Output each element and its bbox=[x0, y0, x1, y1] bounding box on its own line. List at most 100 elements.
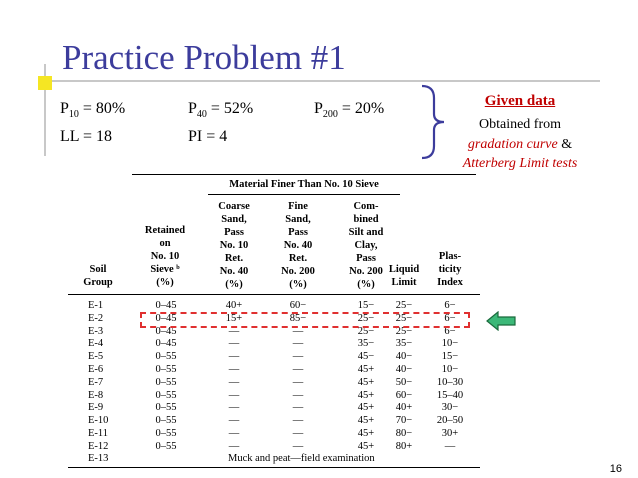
cell-fine-sand: — bbox=[292, 389, 304, 401]
cell-coarse-sand: — bbox=[228, 389, 240, 401]
cell-liquid-limit: 40− bbox=[395, 364, 413, 375]
cell-plasticity-index: 20–50 bbox=[436, 415, 464, 427]
cell-retained: 0–45 bbox=[155, 325, 177, 337]
cell-retained: 0–55 bbox=[155, 428, 177, 439]
cell-coarse-sand: — bbox=[228, 402, 240, 414]
cell-coarse-sand: — bbox=[228, 338, 240, 350]
cell-liquid-limit: 35− bbox=[395, 338, 413, 350]
cell-liquid-limit: 40+ bbox=[395, 402, 413, 414]
header-fine-sand: Fine Sand, Pass No. 40 Ret. No. 200 (%) bbox=[281, 201, 315, 290]
decorative-yellow-square bbox=[38, 76, 52, 90]
cell-coarse-sand: — bbox=[228, 351, 240, 363]
cell-retained: 0–45 bbox=[155, 312, 177, 324]
param-ll: LL = 18 bbox=[60, 128, 112, 145]
cell-soil-group: E-9 bbox=[88, 402, 104, 414]
row-e13-text: Muck and peat—field examination bbox=[228, 453, 375, 464]
cell-soil-group: E-6 bbox=[88, 364, 104, 375]
cell-plasticity-index: 15− bbox=[441, 351, 459, 363]
cell-retained: 0–55 bbox=[155, 402, 177, 414]
cell-fine-sand: 85− bbox=[289, 312, 307, 324]
cell-fine-sand: 60− bbox=[289, 300, 307, 311]
group-header: Material Finer Than No. 10 Sieve bbox=[229, 179, 379, 190]
cell-fine-sand: — bbox=[292, 364, 304, 375]
cell-fine-sand: — bbox=[292, 440, 304, 452]
param-p10: P10 = 80% bbox=[60, 100, 126, 121]
cell-fine-sand: — bbox=[292, 376, 304, 388]
cell-combined: 45+ bbox=[357, 376, 375, 388]
slide-title: Practice Problem #1 bbox=[62, 38, 346, 77]
cell-retained: 0–45 bbox=[155, 300, 177, 311]
header-bottom-rule bbox=[68, 294, 480, 295]
right-brace-icon bbox=[421, 84, 445, 160]
cell-liquid-limit: 25− bbox=[395, 312, 413, 324]
param-p40: P40 = 52% bbox=[188, 100, 254, 121]
cell-coarse-sand: — bbox=[228, 364, 240, 375]
given-line-2: gradation curve & bbox=[467, 137, 573, 152]
cell-soil-group: E-10 bbox=[88, 415, 109, 427]
cell-fine-sand: — bbox=[292, 428, 304, 439]
cell-combined: 25− bbox=[357, 325, 375, 337]
cell-soil-group: E-7 bbox=[88, 376, 104, 388]
cell-coarse-sand: — bbox=[228, 325, 240, 337]
cell-coarse-sand: — bbox=[228, 428, 240, 439]
cell-coarse-sand: — bbox=[228, 415, 240, 427]
cell-soil-group: E-12 bbox=[88, 440, 109, 452]
cell-soil-group: E-3 bbox=[88, 325, 104, 337]
decorative-vertical-line bbox=[44, 64, 46, 156]
header-liquid-limit: Liquid Limit bbox=[388, 264, 420, 288]
cell-combined: 45− bbox=[357, 351, 375, 363]
cell-combined: 25− bbox=[357, 312, 375, 324]
cell-combined: 45+ bbox=[357, 402, 375, 414]
cell-plasticity-index: 15–40 bbox=[436, 389, 464, 401]
group-header-rule bbox=[208, 194, 400, 195]
cell-combined: 35− bbox=[357, 338, 375, 350]
cell-combined: 15− bbox=[357, 300, 375, 311]
cell-retained: 0–55 bbox=[155, 415, 177, 427]
cell-plasticity-index: 30− bbox=[441, 402, 459, 414]
cell-liquid-limit: 60− bbox=[395, 389, 413, 401]
cell-combined: 45+ bbox=[357, 440, 375, 452]
cell-retained: 0–55 bbox=[155, 351, 177, 363]
table-top-rule bbox=[132, 174, 476, 175]
cell-soil-group: E-1 bbox=[88, 300, 104, 311]
cell-combined: 45+ bbox=[357, 428, 375, 439]
cell-coarse-sand: — bbox=[228, 440, 240, 452]
cell-fine-sand: — bbox=[292, 325, 304, 337]
cell-coarse-sand: 40+ bbox=[225, 300, 243, 311]
cell-liquid-limit: 25− bbox=[395, 300, 413, 311]
table-bottom-rule bbox=[68, 467, 480, 468]
cell-liquid-limit: 50− bbox=[395, 376, 413, 388]
header-retained: Retained on No. 10 Sieve ᵇ (%) bbox=[144, 225, 186, 288]
cell-liquid-limit: 70− bbox=[395, 415, 413, 427]
header-coarse-sand: Coarse Sand, Pass No. 10 Ret. No. 40 (%) bbox=[218, 201, 250, 290]
header-plasticity-index: Plas-ticity Index bbox=[437, 251, 463, 288]
header-soil-group: Soil Group bbox=[83, 264, 113, 288]
cell-retained: 0–55 bbox=[155, 440, 177, 452]
cell-liquid-limit: 80+ bbox=[395, 440, 413, 452]
param-pi: PI = 4 bbox=[188, 128, 228, 145]
given-data-title: Given data bbox=[484, 93, 556, 109]
cell-retained: 0–55 bbox=[155, 364, 177, 375]
cell-soil-group: E-4 bbox=[88, 338, 104, 350]
page-number: 16 bbox=[609, 463, 622, 475]
cell-soil-group: E-8 bbox=[88, 389, 104, 401]
cell-plasticity-index: 6− bbox=[444, 312, 456, 324]
decorative-horizontal-line bbox=[40, 80, 600, 82]
highlight-dashed-box bbox=[140, 312, 470, 328]
cell-liquid-limit: 40− bbox=[395, 351, 413, 363]
cell-coarse-sand: — bbox=[228, 376, 240, 388]
cell-plasticity-index: 10− bbox=[441, 338, 459, 350]
soil-classification-table: Material Finer Than No. 10 Sieve Soil Gro… bbox=[68, 170, 480, 468]
left-arrow-icon bbox=[486, 311, 516, 331]
cell-soil-group: E-5 bbox=[88, 351, 104, 363]
cell-plasticity-index: 6− bbox=[444, 300, 456, 311]
cell-plasticity-index: 10–30 bbox=[436, 376, 464, 388]
given-line-3: Atterberg Limit tests bbox=[462, 156, 578, 171]
row-label-e13: E-13 bbox=[88, 453, 109, 464]
cell-combined: 45+ bbox=[357, 364, 375, 375]
header-combined: Com-bined Silt and Clay, Pass No. 200 (%) bbox=[348, 201, 384, 290]
cell-retained: 0–45 bbox=[155, 338, 177, 350]
cell-combined: 45+ bbox=[357, 389, 375, 401]
param-p200: P200 = 20% bbox=[314, 100, 385, 121]
cell-plasticity-index: 6− bbox=[444, 325, 456, 337]
